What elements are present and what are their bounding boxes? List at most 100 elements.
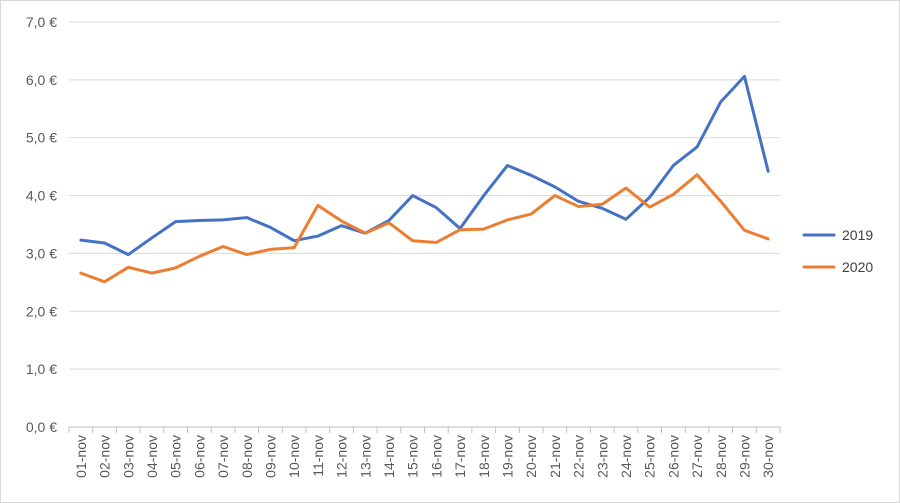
data-point-2020 [364, 232, 367, 235]
data-point-2020 [696, 173, 699, 176]
data-point-2020 [127, 266, 130, 269]
data-point-2020 [648, 206, 651, 209]
x-tick-label: 18-nov [476, 435, 492, 478]
data-point-2020 [624, 187, 627, 190]
x-tick-label: 22-nov [571, 435, 587, 478]
data-point-2019 [482, 194, 485, 197]
x-tick-label: 09-nov [262, 435, 278, 478]
series-line-2020 [79, 173, 770, 284]
data-point-2019 [293, 239, 296, 242]
data-point-2019 [506, 164, 509, 167]
data-point-2020 [601, 203, 604, 206]
x-tick-label: 07-nov [215, 435, 231, 478]
data-point-2019 [696, 145, 699, 148]
data-point-2019 [435, 206, 438, 209]
data-point-2020 [316, 204, 319, 207]
x-tick-label: 14-nov [381, 435, 397, 478]
data-point-2019 [553, 185, 556, 188]
data-point-2019 [79, 239, 82, 242]
data-point-2020 [719, 200, 722, 203]
x-tick-label: 10-nov [286, 435, 302, 478]
data-point-2020 [577, 205, 580, 208]
y-tick-label: 6,0 € [26, 72, 57, 88]
data-point-2020 [411, 239, 414, 242]
data-point-2020 [387, 221, 390, 224]
data-point-2019 [316, 235, 319, 238]
x-tick-label: 30-nov [760, 435, 776, 478]
x-tick-label: 16-nov [428, 435, 444, 478]
data-point-2019 [601, 207, 604, 210]
data-point-2020 [150, 272, 153, 275]
data-point-2020 [222, 245, 225, 248]
data-point-2019 [340, 224, 343, 227]
x-tick-label: 24-nov [618, 435, 634, 478]
x-tick-label: 06-nov [191, 435, 207, 478]
data-point-2020 [767, 237, 770, 240]
x-tick-label: 26-nov [665, 435, 681, 478]
data-point-2019 [624, 218, 627, 221]
legend-label-2019: 2019 [842, 227, 873, 243]
data-point-2019 [269, 226, 272, 229]
x-tick-label: 28-nov [713, 435, 729, 478]
x-tick-label: 15-nov [405, 435, 421, 478]
data-point-2020 [530, 213, 533, 216]
y-tick-label: 7,0 € [26, 14, 57, 30]
data-point-2019 [719, 100, 722, 103]
data-point-2020 [553, 194, 556, 197]
data-point-2019 [648, 196, 651, 199]
data-point-2019 [767, 170, 770, 173]
x-tick-label: 17-nov [452, 435, 468, 478]
data-point-2020 [79, 272, 82, 275]
data-point-2020 [743, 229, 746, 232]
x-tick-label: 23-nov [594, 435, 610, 478]
gridlines [69, 21, 780, 370]
data-point-2020 [269, 248, 272, 251]
data-point-2019 [530, 174, 533, 177]
x-tick-label: 01-nov [73, 435, 89, 478]
data-point-2020 [506, 218, 509, 221]
x-tick-label: 21-nov [547, 435, 563, 478]
x-tick-label: 11-nov [310, 435, 326, 477]
data-point-2020 [459, 228, 462, 231]
data-point-2019 [672, 164, 675, 167]
x-tick-label: 20-nov [523, 435, 539, 478]
data-point-2019 [222, 218, 225, 221]
x-tick-label: 19-nov [499, 435, 515, 478]
series-line-2019 [79, 74, 770, 257]
data-point-2019 [103, 242, 106, 245]
axes: 0,0 € 1,0 € 2,0 € 3,0 € 4,0 € 5,0 € 6,0 € 7,0 €… [26, 14, 781, 478]
data-point-2019 [245, 216, 248, 219]
data-point-2019 [411, 194, 414, 197]
y-tick-label: 0,0 € [26, 419, 57, 435]
x-tick-label: 08-nov [239, 435, 255, 478]
y-tick-label: 3,0 € [26, 245, 57, 261]
data-point-2019 [127, 253, 130, 256]
x-tick-label: 02-nov [97, 435, 113, 478]
data-point-2020 [198, 255, 201, 258]
data-point-2020 [435, 241, 438, 244]
data-point-2020 [245, 253, 248, 256]
y-tick-label: 1,0 € [26, 361, 57, 377]
data-point-2019 [743, 75, 746, 78]
data-point-2020 [174, 266, 177, 269]
x-tick-label: 05-nov [168, 435, 184, 478]
data-point-2020 [340, 220, 343, 223]
data-point-2019 [198, 219, 201, 222]
legend: 2019 2020 [802, 227, 873, 275]
data-point-2019 [150, 236, 153, 239]
x-tick-label: 25-nov [642, 435, 658, 478]
x-tick-label: 03-nov [120, 435, 136, 478]
data-point-2020 [482, 228, 485, 231]
series-lines [79, 74, 770, 284]
y-tick-label: 5,0 € [26, 130, 57, 146]
y-tick-label: 2,0 € [26, 303, 57, 319]
legend-label-2020: 2020 [842, 259, 873, 275]
data-point-2019 [577, 200, 580, 203]
x-tick-label: 13-nov [357, 435, 373, 478]
data-point-2020 [103, 280, 106, 283]
x-tick-label: 29-nov [736, 435, 752, 478]
y-tick-label: 4,0 € [26, 188, 57, 204]
